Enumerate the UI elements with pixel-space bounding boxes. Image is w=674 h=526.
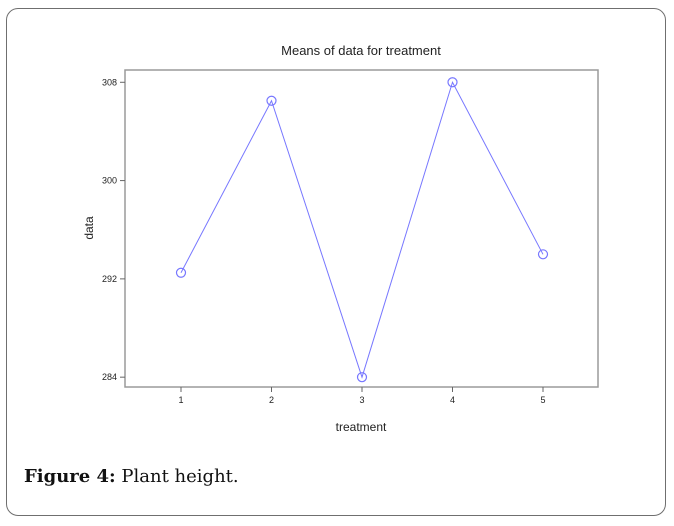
y-tick-label: 308: [102, 77, 117, 87]
caption-text: Plant height.: [115, 466, 239, 487]
series-line: [180, 80, 544, 379]
x-tick-label: 2: [269, 395, 274, 405]
data-point: [266, 95, 277, 106]
y-tick-label: 292: [102, 274, 117, 284]
y-tick-label: 284: [102, 372, 117, 382]
data-point: [175, 267, 187, 278]
data-point: [356, 372, 368, 383]
series-means: [175, 77, 549, 383]
y-axis-label: data: [82, 216, 96, 240]
figure-frame: [6, 8, 666, 516]
caption-label: Figure 4:: [24, 466, 116, 487]
y-axis: 284 292 300 308: [102, 77, 125, 382]
data-point: [447, 77, 458, 88]
figure-caption: Figure 4: Plant height.: [24, 466, 239, 487]
x-tick-label: 5: [540, 395, 545, 405]
x-tick-label: 1: [178, 395, 183, 405]
x-axis: 1 2 3 4 5: [178, 387, 546, 405]
chart-title: Means of data for treatment: [281, 43, 441, 58]
x-tick-label: 4: [450, 395, 455, 405]
x-axis-label: treatment: [336, 420, 387, 434]
data-point: [537, 249, 549, 260]
x-tick-label: 3: [359, 395, 364, 405]
y-tick-label: 300: [102, 176, 117, 186]
plot-area: [124, 69, 599, 388]
